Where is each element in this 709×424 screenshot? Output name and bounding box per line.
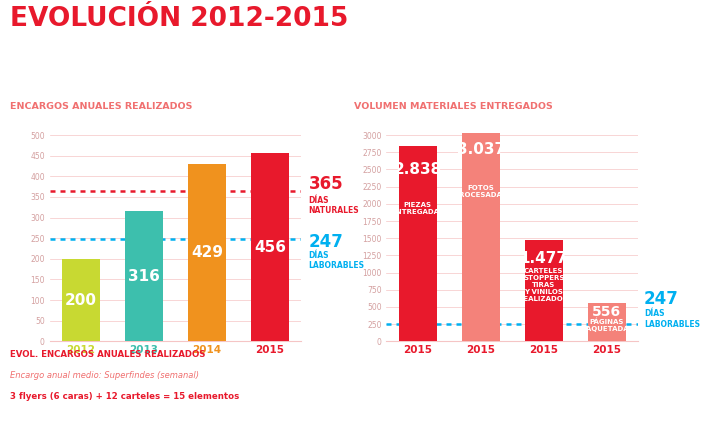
Text: 200: 200 [65, 293, 97, 307]
Text: PÁGINAS
MAQUETADAS: PÁGINAS MAQUETADAS [579, 318, 634, 332]
Text: PIEZAS
ENTREGADAS: PIEZAS ENTREGADAS [391, 202, 445, 215]
Text: ENCARGOS ANUALES REALIZADOS: ENCARGOS ANUALES REALIZADOS [10, 102, 192, 111]
Text: 365: 365 [308, 176, 343, 193]
Text: 556: 556 [592, 304, 621, 318]
Bar [399, 146, 437, 341]
Text: 3 flyers (6 caras) + 12 carteles = 15 elementos: 3 flyers (6 caras) + 12 carteles = 15 el… [10, 392, 239, 401]
Text: 456: 456 [254, 240, 286, 255]
Bar [462, 133, 500, 341]
Text: DÍAS
LABORABLES: DÍAS LABORABLES [644, 309, 700, 329]
Bar [188, 165, 225, 341]
Bar [62, 259, 100, 341]
Bar [525, 240, 563, 341]
Text: DÍAS
LABORABLES: DÍAS LABORABLES [308, 251, 364, 271]
Bar [251, 153, 289, 341]
Text: VOLUMEN MATERIALES ENTREGADOS: VOLUMEN MATERIALES ENTREGADOS [354, 102, 553, 111]
Text: FOTOS
PROCESADAS: FOTOS PROCESADAS [454, 184, 507, 198]
Text: EVOLUCIÓN 2012-2015: EVOLUCIÓN 2012-2015 [10, 6, 348, 32]
Text: 247: 247 [308, 233, 343, 251]
Text: 247: 247 [644, 290, 679, 308]
Text: DÍAS
NATURALES: DÍAS NATURALES [308, 196, 359, 215]
Text: EVOL. ENCARGOS ANUALES REALIZADOS: EVOL. ENCARGOS ANUALES REALIZADOS [10, 350, 206, 359]
Text: Encargo anual medio: Superfindes (semanal): Encargo anual medio: Superfindes (semana… [10, 371, 199, 380]
Bar [125, 211, 163, 341]
Text: 2.838: 2.838 [393, 162, 442, 177]
Text: 316: 316 [128, 269, 160, 284]
Text: 429: 429 [191, 245, 223, 260]
Bar [588, 303, 625, 341]
Text: 1.477: 1.477 [520, 251, 568, 265]
Text: 3.037: 3.037 [457, 142, 505, 157]
Text: CARTELES
STOPPERS
TIRAS
Y VINILOS
REALIZADOS: CARTELES STOPPERS TIRAS Y VINILOS REALIZ… [519, 268, 569, 302]
